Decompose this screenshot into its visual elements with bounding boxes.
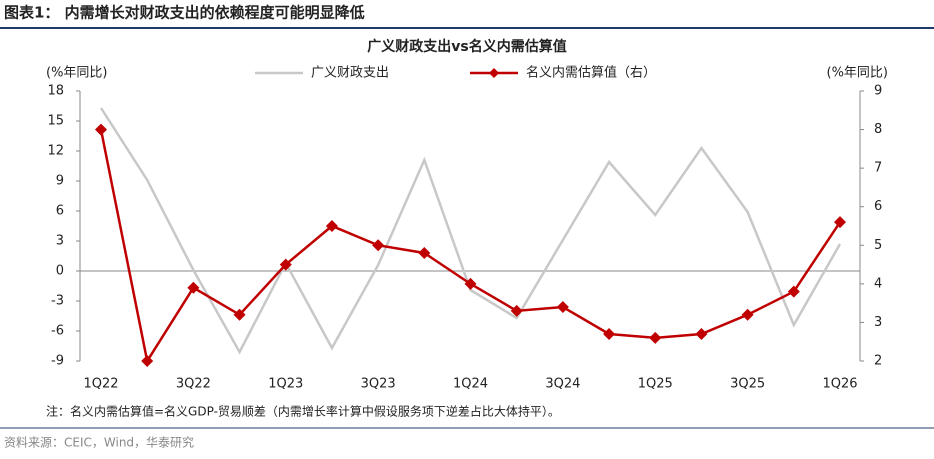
point	[233, 308, 246, 321]
point	[95, 123, 107, 136]
y-tick-label: 3	[56, 234, 64, 249]
series-line	[99, 129, 842, 365]
y-tick-label: 0	[56, 264, 64, 279]
x-tick-label: 3Q22	[176, 377, 211, 392]
x-tick-label: 1Q23	[268, 377, 303, 392]
x-tick-label: 3Q25	[730, 377, 765, 392]
x-tick-label: 1Q22	[83, 377, 118, 392]
point	[834, 216, 846, 229]
point	[510, 304, 523, 317]
chart-title: 广义财政支出vs名义内需估算值	[367, 38, 566, 55]
point	[464, 277, 477, 290]
point	[787, 285, 800, 298]
point	[418, 247, 431, 259]
x-tick-label: 3Q23	[361, 377, 396, 392]
y2-tick-label: 9	[874, 84, 882, 99]
y-tick-label: 6	[56, 204, 64, 219]
y-tick-label: 12	[47, 144, 64, 159]
point	[603, 328, 616, 340]
point	[325, 220, 338, 232]
y2-tick-label: 2	[874, 354, 882, 369]
legend-label: 广义财政支出	[311, 66, 389, 81]
point	[556, 301, 569, 313]
point	[695, 328, 708, 340]
y2-tick-label: 7	[874, 161, 882, 176]
point	[649, 331, 662, 344]
header-title: 图表1： 内需增长对财政支出的依赖程度可能明显降低	[4, 4, 365, 22]
y-tick-label: 15	[47, 114, 64, 129]
y-tick-label: -3	[51, 294, 64, 309]
y2-tick-label: 3	[874, 315, 882, 330]
y2-tick-label: 6	[874, 199, 882, 214]
point	[187, 281, 200, 294]
point	[741, 308, 754, 321]
y-tick-label: 18	[47, 84, 64, 99]
point	[141, 355, 154, 367]
y2-tick-label: 5	[874, 238, 882, 253]
y-tick-label: -9	[51, 354, 64, 369]
x-tick-label: 1Q25	[638, 377, 673, 392]
point	[279, 258, 292, 271]
note: 注：名义内需估算值=名义GDP-贸易顺差（内需增长率计算中假设服务项下逆差占比大…	[46, 404, 560, 419]
source: 资料来源：CEIC，Wind，华泰研究	[4, 435, 194, 450]
y-tick-label: 9	[56, 174, 64, 189]
y2-axis-label: (%年同比)	[827, 66, 889, 81]
x-tick-label: 1Q24	[453, 377, 488, 392]
y2-tick-label: 8	[874, 122, 882, 137]
legend-marker	[489, 68, 499, 78]
legend-label: 名义内需估算值（右）	[526, 65, 656, 81]
x-tick-label: 3Q24	[545, 377, 580, 392]
x-tick-label: 1Q26	[822, 377, 857, 392]
y-axis-label: (%年同比)	[46, 66, 108, 81]
y-tick-label: -6	[51, 324, 64, 339]
series-line	[99, 107, 842, 355]
point	[372, 239, 385, 252]
y2-tick-label: 4	[874, 276, 882, 291]
